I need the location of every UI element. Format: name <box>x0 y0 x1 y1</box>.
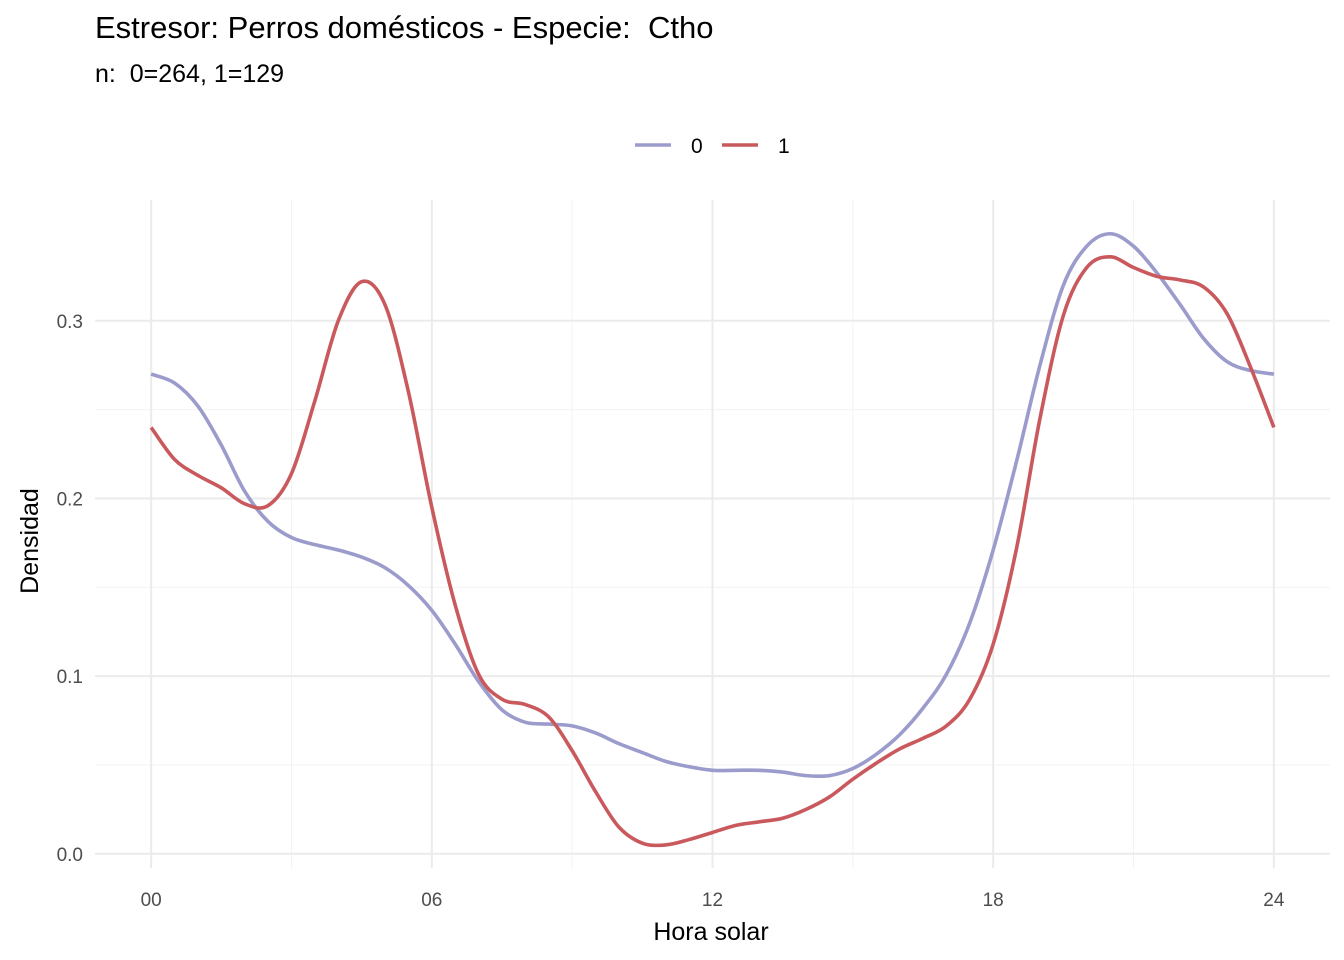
y-tick-label: 0.2 <box>57 489 83 510</box>
y-tick-label: 0.3 <box>57 312 83 333</box>
y-tick-label: 0.0 <box>57 845 83 866</box>
chart-title: Estresor: Perros domésticos - Especie: C… <box>95 10 714 45</box>
y-axis-title: Densidad <box>16 488 44 594</box>
series-lines <box>149 231 1276 848</box>
x-axis-title: Hora solar <box>653 918 768 946</box>
legend-label-1: 1 <box>778 135 790 158</box>
y-axis-ticks: 0.0 0.1 0.2 0.3 <box>57 312 83 866</box>
legend-label-0: 0 <box>691 135 703 158</box>
x-tick-label: 24 <box>1263 890 1285 911</box>
x-tick-label: 18 <box>983 890 1004 911</box>
y-tick-label: 0.1 <box>57 667 83 688</box>
x-tick-label: 00 <box>141 890 162 911</box>
x-tick-label: 12 <box>702 890 723 911</box>
x-axis-ticks: 00 06 12 18 24 <box>141 890 1285 911</box>
grid <box>95 200 1330 868</box>
chart-subtitle: n: 0=264, 1=129 <box>95 60 285 88</box>
series-line-1 <box>149 255 1276 848</box>
x-tick-label: 06 <box>421 890 442 911</box>
series-line-0 <box>150 231 1275 779</box>
